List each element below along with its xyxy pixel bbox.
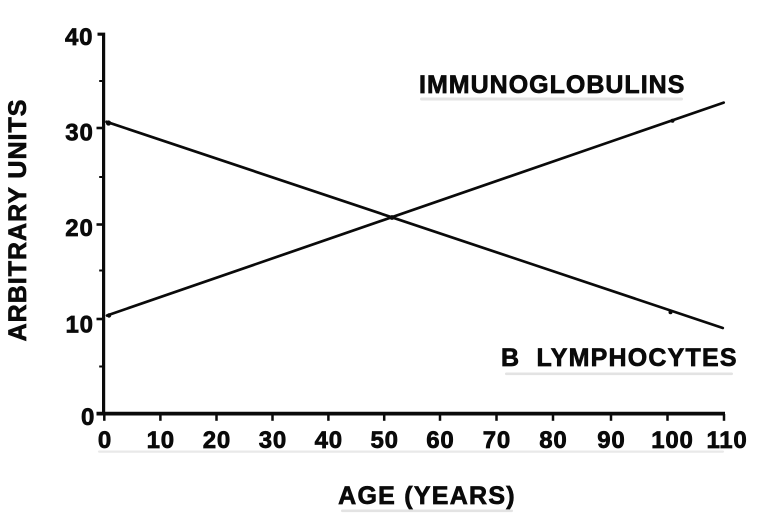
svg-text:AGE (YEARS): AGE (YEARS) (338, 482, 516, 510)
svg-text:60: 60 (426, 427, 454, 454)
svg-text:20: 20 (203, 427, 231, 454)
svg-text:100: 100 (651, 427, 693, 454)
svg-text:B LYMPHOCYTES: B LYMPHOCYTES (501, 344, 738, 372)
svg-text:40: 40 (315, 427, 343, 454)
svg-text:50: 50 (370, 427, 398, 454)
svg-text:10: 10 (147, 427, 175, 454)
svg-text:30: 30 (259, 427, 287, 454)
svg-text:110: 110 (706, 427, 747, 454)
svg-text:80: 80 (539, 427, 567, 454)
svg-text:90: 90 (597, 427, 625, 454)
svg-text:0: 0 (81, 404, 95, 431)
svg-text:0: 0 (98, 427, 112, 454)
svg-text:10: 10 (66, 312, 94, 339)
svg-text:30: 30 (65, 120, 93, 147)
svg-text:40: 40 (65, 24, 93, 51)
svg-text:20: 20 (65, 215, 93, 242)
svg-text:ARBITRARY UNITS: ARBITRARY UNITS (4, 99, 32, 342)
svg-text:70: 70 (483, 427, 511, 454)
svg-text:IMMUNOGLOBULINS: IMMUNOGLOBULINS (419, 71, 685, 99)
